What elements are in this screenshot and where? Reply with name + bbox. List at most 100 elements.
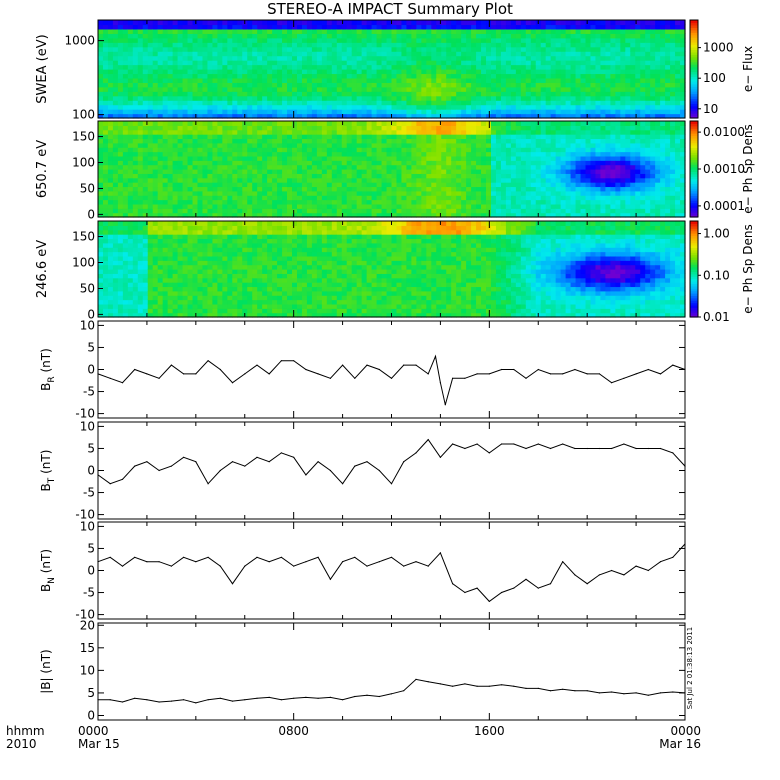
- colorbar: [689, 220, 699, 318]
- data-point: [586, 690, 588, 692]
- data-point: [672, 364, 674, 366]
- y-tick-label: 100: [72, 156, 95, 170]
- data-point: [183, 456, 185, 458]
- data-point: [342, 483, 344, 485]
- data-point: [170, 700, 172, 702]
- x-tick-label: 0800: [278, 724, 309, 738]
- data-point: [501, 684, 503, 686]
- y-tick-label: -5: [83, 486, 95, 500]
- data-point: [647, 569, 649, 572]
- data-point: [293, 697, 295, 699]
- data-point: [378, 695, 380, 698]
- data-point: [464, 683, 466, 685]
- data-point: [549, 373, 552, 375]
- data-point: [134, 697, 136, 699]
- data-point: [146, 561, 148, 563]
- data-point: [513, 685, 515, 687]
- data-point: [598, 447, 601, 450]
- colorbar-tick-label: 100: [703, 71, 726, 85]
- data-point: [659, 561, 662, 563]
- data-point: [207, 360, 209, 362]
- colorbar-tick-label: 0.10: [703, 268, 730, 282]
- data-point: [647, 368, 649, 371]
- series-line: [97, 543, 686, 603]
- colorbar-label: e− Ph Sp Dens: [741, 224, 755, 313]
- data-point: [635, 447, 637, 450]
- data-point: [525, 687, 527, 690]
- series-line: [98, 678, 686, 704]
- y-tick-label: 1000: [64, 34, 95, 48]
- x-row2-label: 2010: [6, 737, 37, 751]
- y-axis-label: 650.7 eV: [35, 140, 50, 198]
- data-point: [513, 443, 515, 445]
- x-tick-label: 1600: [474, 724, 505, 738]
- x-date-label: Mar 16: [659, 737, 701, 751]
- y-axis-label: BT (nT): [39, 450, 57, 492]
- colorbar-tick-label: 0.0010: [703, 162, 745, 176]
- data-point: [427, 565, 429, 567]
- panel-frame: [97, 622, 686, 721]
- y-tick-label: -10: [75, 508, 95, 522]
- data-point: [256, 556, 258, 558]
- data-point: [464, 591, 466, 594]
- data-point: [427, 681, 429, 683]
- data-point: [342, 699, 344, 701]
- data-point: [635, 565, 637, 567]
- panel-frame: [97, 320, 686, 419]
- data-point: [329, 377, 331, 379]
- data-point: [562, 561, 564, 563]
- data-point: [354, 556, 356, 558]
- data-point: [659, 373, 662, 375]
- data-point: [452, 685, 454, 687]
- data-point: [586, 447, 588, 450]
- data-point: [444, 404, 446, 406]
- data-point: [611, 691, 613, 693]
- colorbar-tick-label: 0.01: [703, 310, 730, 324]
- y-tick-label: 150: [72, 130, 95, 144]
- data-point: [476, 373, 478, 375]
- panel-6: 10 5 0 -5 -10 BN (nT): [39, 519, 686, 622]
- colorbar-tick-label: 10: [703, 102, 718, 116]
- data-point: [170, 465, 172, 467]
- data-point: [280, 360, 282, 362]
- data-point: [623, 377, 625, 379]
- data-point: [537, 443, 539, 445]
- data-point: [317, 556, 319, 558]
- y-tick-label: 5: [87, 541, 95, 555]
- data-point: [207, 699, 209, 701]
- data-point: [390, 483, 393, 485]
- data-point: [134, 556, 136, 558]
- data-point: [366, 694, 368, 696]
- y-tick-label: 5: [87, 340, 95, 354]
- data-point: [183, 699, 185, 701]
- y-tick-label: 50: [80, 281, 95, 295]
- colorbar-tick-label: 1000: [703, 41, 734, 55]
- y-axis-label: BN (nT): [39, 549, 57, 592]
- data-point: [611, 569, 613, 572]
- data-point: [244, 373, 246, 375]
- y-tick-label: 10: [80, 663, 95, 677]
- data-point: [390, 377, 393, 379]
- data-point: [439, 382, 441, 384]
- data-point: [611, 447, 613, 450]
- data-point: [525, 578, 527, 580]
- data-point: [464, 447, 466, 450]
- data-point: [390, 693, 393, 695]
- data-point: [611, 382, 613, 384]
- spectrogram-cells: [98, 121, 686, 218]
- data-point: [672, 691, 674, 693]
- data-point: [219, 469, 221, 472]
- data-point: [317, 697, 319, 699]
- data-point: [488, 452, 490, 454]
- data-point: [342, 364, 344, 366]
- data-point: [598, 373, 601, 375]
- data-point: [329, 696, 331, 699]
- data-point: [146, 373, 148, 375]
- data-point: [549, 583, 552, 585]
- data-point: [366, 565, 368, 567]
- colorbar-label: e− Flux: [741, 46, 755, 92]
- panel-5: 10 5 0 -5 -10 BT (nT): [39, 419, 686, 522]
- data-point: [415, 561, 417, 563]
- y-tick-label: -10: [75, 608, 95, 622]
- data-point: [170, 364, 172, 366]
